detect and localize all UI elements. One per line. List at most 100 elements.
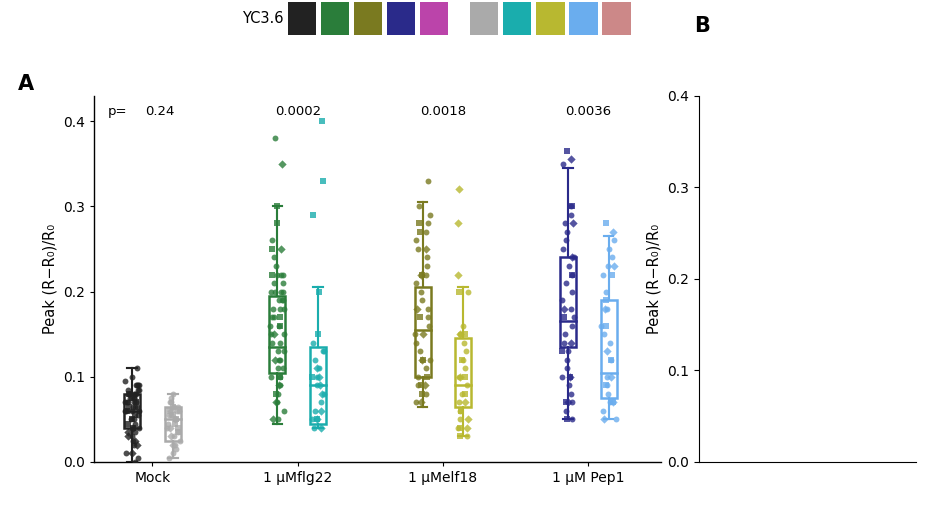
Point [311, 330, 326, 338]
Point [308, 355, 323, 364]
Point [263, 330, 278, 338]
Point [564, 202, 579, 211]
Bar [600, 300, 616, 398]
Point [601, 262, 616, 270]
Point [461, 415, 476, 424]
Point [597, 415, 612, 424]
Point [127, 402, 143, 411]
Point [126, 415, 142, 424]
Point [131, 381, 146, 390]
Point [130, 453, 145, 462]
Point [413, 313, 428, 321]
Point [128, 458, 143, 466]
Point [420, 219, 435, 228]
Point [452, 373, 467, 381]
Point [118, 407, 133, 415]
Point [605, 253, 620, 262]
Point [413, 270, 429, 279]
Point [564, 155, 579, 164]
Point [276, 279, 291, 287]
Point [419, 373, 434, 381]
Point [606, 398, 621, 407]
Point [276, 270, 291, 279]
Point [163, 432, 178, 441]
Point [268, 398, 283, 407]
Bar [310, 347, 326, 424]
Point [606, 262, 621, 270]
Point [594, 321, 609, 330]
Point [313, 398, 329, 407]
Point [125, 407, 140, 415]
Point [453, 407, 468, 415]
Point [273, 321, 288, 330]
Point [160, 424, 175, 432]
Point [409, 398, 424, 407]
Point [602, 338, 617, 347]
Point [450, 270, 465, 279]
Point [556, 245, 571, 253]
Point [129, 381, 144, 390]
Point [419, 390, 434, 398]
Bar [560, 258, 576, 347]
Point [606, 398, 621, 407]
Point [129, 441, 144, 449]
Point [127, 428, 143, 436]
Point [264, 236, 279, 245]
Point [277, 330, 292, 338]
Point [129, 364, 144, 372]
Y-axis label: Peak (R−R₀)/R₀: Peak (R−R₀)/R₀ [42, 224, 58, 334]
Point [304, 415, 319, 424]
Point [264, 270, 279, 279]
Point [170, 402, 185, 411]
Point [565, 270, 580, 279]
Point [269, 262, 284, 270]
Point [270, 398, 285, 407]
Point [313, 407, 329, 415]
Point [275, 296, 290, 304]
Point [163, 394, 178, 402]
Point [271, 296, 286, 304]
Point [564, 338, 579, 347]
Point [412, 202, 427, 211]
Point [458, 347, 473, 355]
Point [422, 321, 437, 330]
Point [454, 390, 469, 398]
Point [410, 373, 425, 381]
Point [458, 390, 473, 398]
Bar [165, 407, 181, 441]
Point [270, 347, 285, 355]
Point [130, 411, 145, 419]
Point [163, 407, 178, 415]
Point [267, 134, 282, 142]
Point [597, 330, 612, 338]
Text: 0.0036: 0.0036 [565, 105, 612, 118]
Point [565, 219, 581, 228]
Point [309, 415, 324, 424]
Point [171, 407, 186, 415]
Point [263, 287, 278, 296]
Point [599, 381, 615, 390]
Point [420, 313, 435, 321]
Point [161, 411, 177, 419]
Point [598, 381, 614, 390]
Point [126, 424, 141, 432]
Point [124, 415, 139, 424]
Point [131, 381, 146, 390]
Point [408, 330, 423, 338]
Point [120, 407, 135, 415]
Point [459, 381, 474, 390]
Point [124, 415, 139, 424]
Point [167, 415, 182, 424]
Point [276, 287, 291, 296]
Point [560, 415, 575, 424]
Point [418, 364, 433, 372]
Point [317, 347, 332, 355]
Bar [269, 296, 285, 373]
Point [566, 313, 582, 321]
Point [452, 415, 467, 424]
Point [565, 270, 580, 279]
Point [413, 228, 428, 236]
Point [165, 411, 180, 419]
Point [266, 415, 281, 424]
Text: 0.0018: 0.0018 [420, 105, 466, 118]
